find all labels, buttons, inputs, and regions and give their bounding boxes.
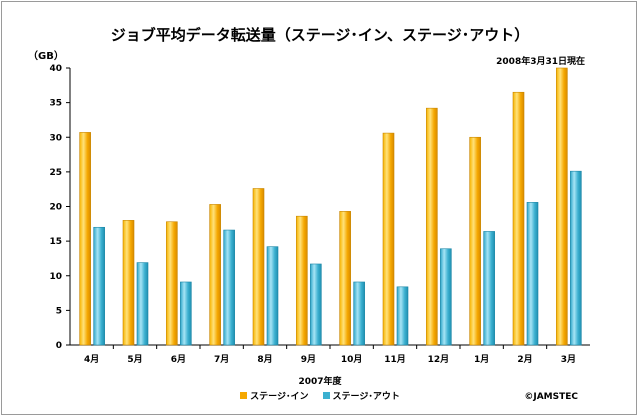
bar-stage-out <box>353 281 365 346</box>
bar-stage-in <box>426 107 438 346</box>
date-note: 2008年3月31日現在 <box>496 57 585 67</box>
x-tick-label: 2月 <box>517 354 532 365</box>
bar-stage-out <box>526 202 539 346</box>
bar-stage-in <box>512 91 525 346</box>
x-tick-label: 3月 <box>561 354 576 365</box>
x-tick-label: 1月 <box>474 354 489 365</box>
bar-stage-out <box>93 226 105 346</box>
bar-stage-out <box>136 262 149 346</box>
chart-title: ジョブ平均データ転送量（ステージ･イン、ステージ･アウト） <box>110 26 530 44</box>
y-axis-unit-label: （GB） <box>28 51 64 62</box>
bar-stage-in <box>209 204 221 346</box>
bar-stage-in <box>252 188 265 346</box>
legend-label-stage-out: ステージ･アウト <box>332 392 400 402</box>
bar-stage-out <box>310 263 322 346</box>
x-tick-label: 6月 <box>171 354 186 365</box>
y-tick-label: 20 <box>49 203 62 213</box>
y-tick-label: 15 <box>49 237 62 247</box>
bar-stage-out <box>180 281 192 346</box>
x-tick-label: 8月 <box>257 354 272 365</box>
y-tick-label: 30 <box>49 133 62 143</box>
legend-label-stage-in: ステージ･イン <box>250 392 309 402</box>
legend-swatch-stage-in <box>240 392 248 399</box>
x-tick-label: 10月 <box>341 354 363 365</box>
bar-stage-out <box>570 170 582 346</box>
x-tick-label: 7月 <box>214 354 229 365</box>
y-tick-label: 5 <box>56 306 62 316</box>
bar-stage-in <box>79 132 91 346</box>
bar-stage-in <box>556 67 568 346</box>
legend-item-stage-out: ステージ･アウト <box>322 389 400 402</box>
legend-swatch-stage-out <box>322 392 330 399</box>
bar-stage-in <box>122 220 135 346</box>
y-tick-label: 35 <box>49 99 62 109</box>
y-tick-label: 25 <box>49 168 62 178</box>
bar-stage-in <box>469 136 481 346</box>
x-axis-label: 2007年度 <box>298 377 342 387</box>
bar-stage-out <box>440 248 452 346</box>
bar-stage-in <box>296 215 308 346</box>
x-tick-label: 11月 <box>384 354 406 365</box>
legend-item-stage-in: ステージ･イン <box>240 389 309 402</box>
x-tick-label: 12月 <box>428 354 450 365</box>
bar-stage-in <box>166 221 178 346</box>
copyright-label: ©JAMSTEC <box>524 392 578 402</box>
bar-stage-out <box>266 246 279 346</box>
bar-stage-in <box>339 211 351 346</box>
bar-stage-out <box>223 229 235 346</box>
bar-stage-out <box>396 286 409 346</box>
y-tick-label: 40 <box>49 64 62 74</box>
x-tick-label: 9月 <box>301 354 316 365</box>
x-tick-label: 5月 <box>127 354 142 365</box>
bar-stage-in <box>382 132 395 346</box>
y-tick-label: 10 <box>49 272 62 282</box>
bar-stage-out <box>483 231 495 346</box>
y-tick-label: 0 <box>56 341 62 351</box>
legend: ステージ･イン ステージ･アウト <box>0 389 640 402</box>
x-tick-label: 4月 <box>84 354 99 365</box>
